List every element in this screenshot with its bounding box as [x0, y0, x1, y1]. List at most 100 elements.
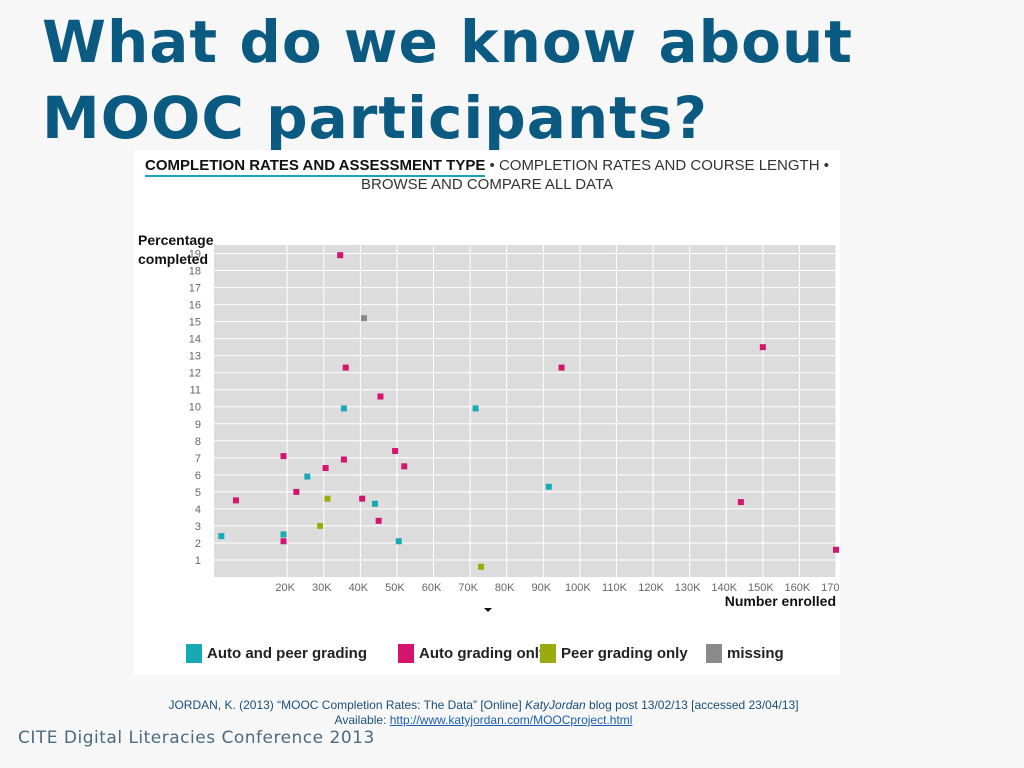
y-tick-label: 3 — [195, 521, 201, 533]
legend-item[interactable]: Auto grading only — [398, 642, 547, 664]
chart-tabs: COMPLETION RATES AND ASSESSMENT TYPE • C… — [134, 156, 840, 194]
gridlines — [214, 245, 837, 577]
data-point[interactable] — [361, 315, 368, 322]
legend-label: Auto grading only — [419, 644, 548, 662]
slide-title: What do we know about MOOC participants? — [42, 4, 1002, 156]
y-tick-label: 4 — [195, 504, 201, 516]
legend-label: Auto and peer grading — [207, 644, 368, 662]
y-tick-label: 17 — [189, 283, 201, 295]
y-tick-label: 14 — [189, 334, 201, 346]
data-point[interactable] — [478, 563, 485, 570]
legend-item[interactable]: Auto and peer grading — [186, 642, 367, 664]
y-tick-label: 9 — [195, 419, 201, 431]
data-point[interactable] — [293, 488, 300, 495]
data-point[interactable] — [371, 500, 378, 507]
data-point[interactable] — [395, 538, 402, 545]
data-point[interactable] — [337, 252, 344, 259]
tab-completion-assessment[interactable]: COMPLETION RATES AND ASSESSMENT TYPE — [145, 157, 486, 177]
plot-background — [214, 245, 836, 577]
data-point[interactable] — [359, 495, 366, 502]
y-tick-label: 18 — [189, 266, 201, 278]
legend-swatch — [398, 643, 414, 663]
y-axis-label: Percentage completed — [138, 232, 214, 267]
data-point[interactable] — [833, 546, 839, 553]
chart-legend: Auto and peer grading Auto grading only Pe… — [186, 642, 836, 668]
y-tick-label: 19 — [189, 249, 201, 261]
y-tick-label: 16 — [189, 300, 201, 312]
data-point[interactable] — [340, 405, 347, 412]
x-tick-label: 80K — [495, 582, 515, 594]
y-tick-label: 2 — [195, 538, 201, 550]
legend-swatch — [540, 643, 556, 663]
data-point[interactable] — [558, 364, 565, 371]
y-tick-label: 13 — [189, 351, 201, 363]
tab-completion-length[interactable]: COMPLETION RATES AND COURSE LENGTH — [498, 157, 820, 174]
data-points — [218, 252, 839, 570]
citation-text: JORDAN, K. (2013) “MOOC Completion Rates… — [168, 698, 526, 712]
legend-swatch — [186, 643, 202, 663]
x-tick-label: 70K — [458, 582, 478, 594]
x-tick-label: 150K — [748, 582, 774, 594]
chart-panel: COMPLETION RATES AND ASSESSMENT TYPE • C… — [134, 150, 840, 675]
data-point[interactable] — [280, 453, 287, 460]
x-tick-label: 90K — [532, 582, 552, 594]
y-tick-label: 6 — [195, 470, 201, 482]
y-tick-label: 12 — [189, 368, 201, 380]
citation: JORDAN, K. (2013) “MOOC Completion Rates… — [130, 698, 837, 728]
data-point[interactable] — [545, 483, 552, 490]
x-tick-label: 60K — [422, 582, 442, 594]
citation-link[interactable]: http://www.katyjordan.com/MOOCproject.ht… — [389, 713, 633, 727]
x-tick-label: 100K — [565, 582, 591, 594]
citation-available: Available: — [334, 713, 390, 727]
x-tick-label: 20K — [275, 582, 295, 594]
data-point[interactable] — [759, 344, 766, 351]
y-tick-label: 8 — [195, 436, 201, 448]
data-point[interactable] — [304, 473, 311, 480]
tab-browse-compare[interactable]: BROWSE AND COMPARE ALL DATA — [361, 176, 613, 193]
data-point[interactable] — [340, 456, 347, 463]
x-tick-label: 50K — [385, 582, 405, 594]
x-tick-label: 160K — [785, 582, 811, 594]
data-point[interactable] — [322, 465, 329, 472]
slide-title-line-2: MOOC participants? — [42, 84, 709, 152]
data-point[interactable] — [317, 522, 324, 529]
data-point[interactable] — [375, 517, 382, 524]
y-tick-label: 11 — [190, 385, 201, 397]
tab-separator: • — [485, 157, 499, 174]
data-point[interactable] — [342, 364, 349, 371]
x-scroll-marker-icon[interactable] — [484, 608, 492, 612]
x-tick-label: 110K — [602, 582, 628, 594]
data-point[interactable] — [218, 533, 225, 540]
y-tick-label: 7 — [195, 453, 201, 465]
y-tick-label: 1 — [195, 555, 201, 567]
data-point[interactable] — [392, 448, 399, 455]
data-point[interactable] — [472, 405, 479, 412]
x-tick-label: 140K — [711, 582, 737, 594]
x-tick-label: 170K — [821, 582, 840, 594]
citation-author-blog: KatyJordan — [525, 698, 586, 712]
data-point[interactable] — [401, 463, 408, 470]
data-point[interactable] — [324, 495, 331, 502]
legend-label: Peer grading only — [561, 644, 688, 662]
x-tick-labels: 20K 30K 40K 50K 60K 70K 80K 90K 100K 110K 120K 130K… — [275, 582, 840, 594]
slide-footer: CITE Digital Literacies Conference 2013 — [18, 728, 375, 748]
x-tick-label: 30K — [312, 582, 332, 594]
y-tick-label: 10 — [189, 402, 201, 414]
y-tick-label: 5 — [195, 487, 201, 499]
x-tick-label: 120K — [638, 582, 664, 594]
citation-text-2: blog post 13/02/13 [accessed 23/04/13] — [585, 698, 799, 712]
data-point[interactable] — [280, 531, 287, 538]
x-tick-label: 40K — [349, 582, 369, 594]
legend-item[interactable]: missing — [706, 642, 784, 664]
slide-title-line-1: What do we know about — [42, 8, 853, 76]
data-point[interactable] — [280, 538, 287, 545]
x-axis-label: Number enrolled — [724, 593, 836, 609]
x-tick-label: 130K — [675, 582, 701, 594]
legend-item[interactable]: Peer grading only — [540, 642, 688, 664]
data-point[interactable] — [232, 497, 239, 504]
data-point[interactable] — [737, 499, 744, 506]
data-point[interactable] — [377, 393, 384, 400]
legend-label: missing — [727, 644, 784, 662]
